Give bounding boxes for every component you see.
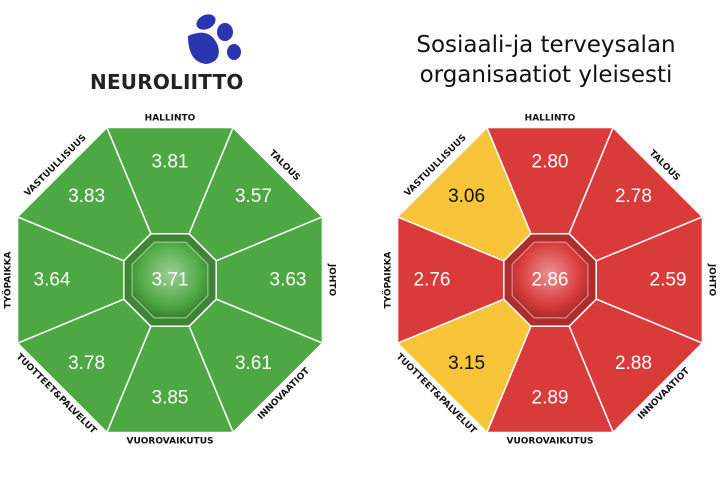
- segment-label: VUOROVAIKUTUS: [507, 436, 594, 446]
- logo-text: NEUROLIITTO: [90, 70, 244, 94]
- paw-print-icon: [188, 14, 241, 64]
- center-value: 2.86: [532, 270, 569, 291]
- segment-label: JOHTO: [326, 263, 336, 297]
- segment-value: 3.15: [448, 353, 485, 374]
- segment-value: 2.80: [532, 152, 569, 173]
- segment-value: 3.78: [68, 353, 105, 374]
- segment-label: HALLINTO: [525, 114, 576, 124]
- center-octagon: [511, 241, 589, 319]
- segment-label: TYÖPAIKKA: [3, 251, 14, 308]
- segment-value: 2.88: [615, 353, 652, 374]
- segment-label: TYÖPAIKKA: [383, 251, 394, 308]
- title-line-1: Sosiaali-ja terveysalan: [416, 32, 676, 58]
- segment-value: 3.06: [448, 186, 485, 207]
- segment-label: HALLINTO: [145, 114, 196, 124]
- segments: [396, 126, 704, 434]
- segment-label: VUOROVAIKUTUS: [127, 436, 214, 446]
- segment-value: 3.64: [34, 270, 71, 291]
- title-line-2: organisaatiot yleisesti: [419, 62, 673, 88]
- segment-value: 3.57: [235, 186, 272, 207]
- segment-value: 2.89: [532, 388, 569, 409]
- segment-value: 3.63: [270, 270, 307, 291]
- segment-value: 3.61: [235, 353, 272, 374]
- segment-value: 3.81: [152, 152, 189, 173]
- neuroliitto-logo: NEUROLIITTO: [70, 12, 270, 102]
- page-title: Sosiaali-ja terveysalan organisaatiot yl…: [396, 30, 696, 90]
- segment-value: 3.85: [152, 388, 189, 409]
- center-octagon: [131, 241, 209, 319]
- segment-value: 2.59: [650, 270, 687, 291]
- segment-value: 2.78: [615, 186, 652, 207]
- segment-label: JOHTO: [706, 263, 716, 297]
- segment-value: 3.83: [68, 186, 105, 207]
- center-value: 3.71: [152, 270, 189, 291]
- segment-value: 2.76: [414, 270, 451, 291]
